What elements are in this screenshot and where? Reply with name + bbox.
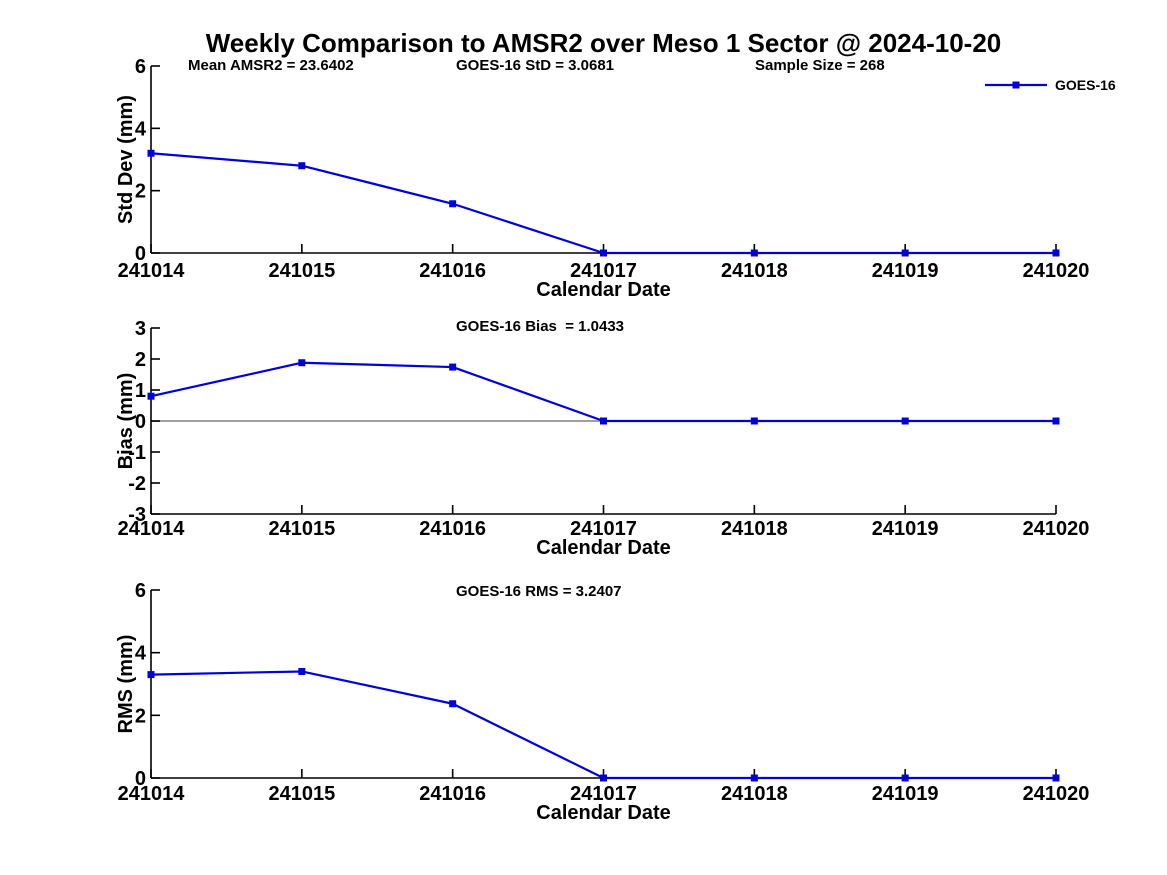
- std-dev-data-marker: [1052, 249, 1060, 257]
- bias-x-tick-label: 241017: [570, 518, 637, 540]
- std-dev-data-marker: [901, 249, 909, 257]
- std-dev-x-tick-label: 241018: [721, 260, 788, 282]
- std-dev-annotation: Mean AMSR2 = 23.6402: [188, 57, 354, 74]
- rms-data-marker: [1052, 774, 1060, 782]
- std-dev-x-tick-label: 241014: [118, 260, 186, 282]
- std-dev-annotation: Sample Size = 268: [755, 57, 885, 74]
- std-dev-x-tick-label: 241017: [570, 260, 637, 282]
- bias-y-tick-label: 1: [135, 380, 146, 402]
- rms-y-tick-label: 2: [135, 705, 146, 727]
- std-dev-x-tick-label: 241020: [1023, 260, 1090, 282]
- bias-data-marker: [449, 363, 457, 371]
- std-dev-subplot: 0 2 4 6 241014 241015 241016 241017 241018 241019…: [115, 56, 1116, 301]
- rms-ylabel: RMS (mm): [115, 635, 137, 734]
- rms-x-tick-label: 241014: [118, 783, 186, 805]
- std-dev-x-tick-label: 241019: [872, 260, 939, 282]
- rms-data-marker: [298, 667, 306, 675]
- std-dev-data-marker: [750, 249, 758, 257]
- legend-label: GOES-16: [1055, 77, 1116, 93]
- rms-data-marker: [750, 774, 758, 782]
- bias-ylabel: Bias (mm): [115, 373, 137, 470]
- bias-y-tick-label: -2: [128, 473, 146, 495]
- rms-data-marker: [600, 774, 607, 782]
- bias-data-marker: [750, 417, 758, 425]
- rms-y-tick-label: 0: [135, 768, 146, 790]
- rms-x-tick-label: 241016: [419, 783, 486, 805]
- std-dev-data-marker: [298, 162, 306, 170]
- rms-subplot: 0 2 4 6 241014 241015 241016 241017 241018 241019…: [115, 580, 1089, 824]
- bias-x-tick-label: 241020: [1023, 518, 1090, 540]
- std-dev-data-marker: [147, 149, 155, 157]
- std-dev-data-marker: [449, 200, 457, 208]
- bias-y-tick-label: -1: [128, 442, 146, 464]
- std-dev-y-tick-label: 2: [135, 181, 146, 203]
- std-dev-x-tick-label: 241015: [268, 260, 335, 282]
- rms-y-tick-label: 4: [135, 643, 147, 665]
- bias-x-tick-label: 241018: [721, 518, 788, 540]
- std-dev-xlabel: Calendar Date: [536, 279, 671, 301]
- std-dev-y-tick-label: 0: [135, 243, 146, 265]
- bias-data-marker: [298, 359, 306, 367]
- std-dev-y-tick-label: 4: [135, 118, 147, 140]
- bias-x-tick-label: 241015: [268, 518, 335, 540]
- rms-x-tick-label: 241015: [268, 783, 335, 805]
- bias-y-tick-label: -3: [128, 504, 146, 526]
- figure-title: Weekly Comparison to AMSR2 over Meso 1 S…: [205, 28, 1002, 58]
- bias-data-marker: [901, 417, 909, 425]
- bias-data-marker: [600, 417, 607, 425]
- legend-marker-icon: [1012, 81, 1020, 89]
- std-dev-annotation: GOES-16 StD = 3.0681: [456, 57, 614, 74]
- rms-data-marker: [901, 774, 909, 782]
- bias-y-tick-label: 2: [135, 349, 146, 371]
- bias-x-tick-label: 241014: [118, 518, 186, 540]
- rms-x-tick-label: 241018: [721, 783, 788, 805]
- bias-data-marker: [147, 392, 155, 400]
- rms-data-marker: [449, 700, 457, 708]
- rms-x-tick-label: 241020: [1023, 783, 1090, 805]
- std-dev-x-tick-label: 241016: [419, 260, 486, 282]
- rms-annotation: GOES-16 RMS = 3.2407: [456, 583, 622, 600]
- bias-series-line: [150, 361, 1056, 423]
- rms-y-tick-label: 6: [135, 580, 146, 602]
- std-dev-y-tick-label: 6: [135, 56, 146, 78]
- bias-x-tick-label: 241019: [872, 518, 939, 540]
- bias-x-tick-label: 241016: [419, 518, 486, 540]
- bias-data-marker: [1052, 417, 1060, 425]
- rms-x-tick-label: 241019: [872, 783, 939, 805]
- rms-x-tick-label: 241017: [570, 783, 637, 805]
- bias-xlabel: Calendar Date: [536, 537, 671, 559]
- std-dev-data-marker: [600, 249, 607, 257]
- bias-y-tick-label: 3: [135, 318, 146, 340]
- rms-data-marker: [147, 671, 155, 679]
- legend: GOES-16: [985, 77, 1116, 93]
- rms-series-line: [150, 670, 1056, 780]
- bias-y-tick-label: 0: [135, 411, 146, 433]
- rms-xlabel: Calendar Date: [536, 802, 671, 824]
- std-dev-series-line: [150, 152, 1056, 255]
- bias-annotation: GOES-16 Bias = 1.0433: [456, 318, 624, 335]
- std-dev-ylabel: Std Dev (mm): [115, 95, 137, 224]
